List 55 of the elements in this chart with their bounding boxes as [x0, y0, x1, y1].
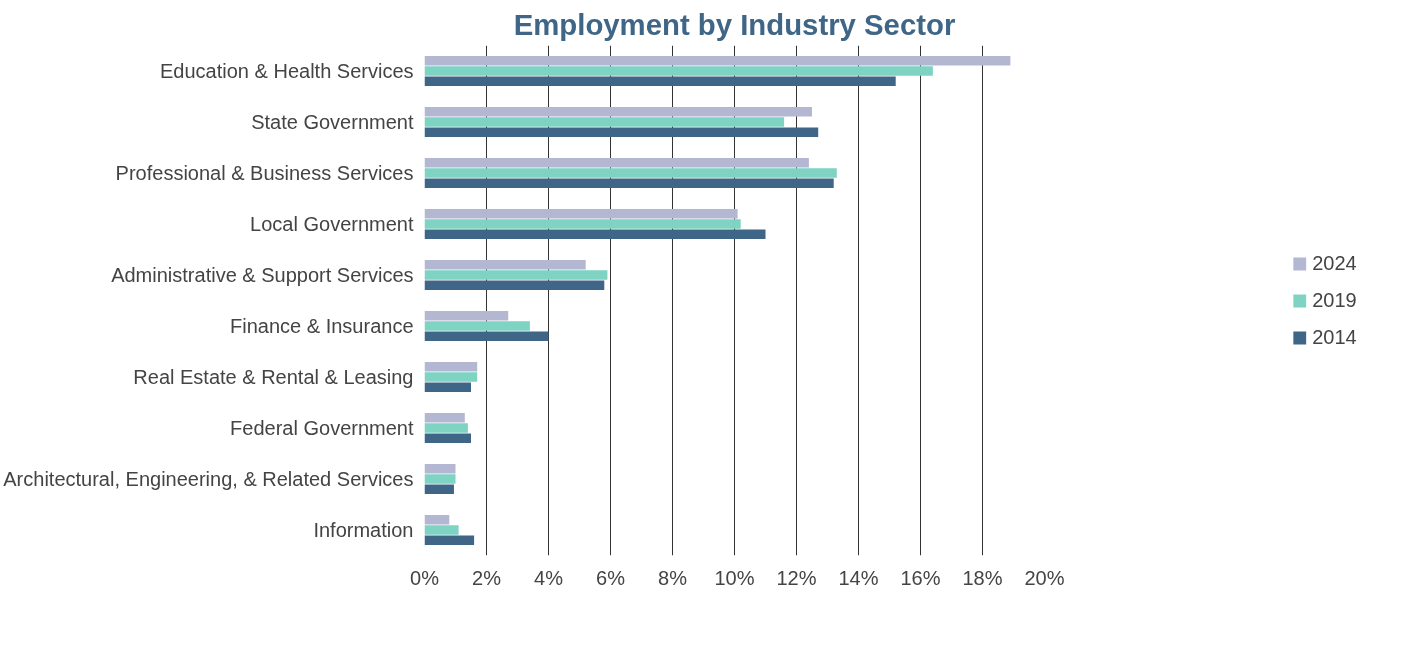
bar: [424, 158, 809, 168]
x-tick-label: 0%: [410, 566, 440, 589]
bar: [424, 331, 549, 341]
bar: [424, 270, 608, 280]
chart-title: Employment by Industry Sector: [513, 7, 956, 41]
bar: [424, 525, 459, 535]
y-tick-label: Professional & Business Services: [115, 162, 414, 184]
x-tick-label: 16%: [900, 566, 941, 589]
x-tick-label: 8%: [658, 566, 688, 589]
x-tick-label: 6%: [596, 566, 626, 589]
bar: [424, 535, 475, 545]
bar: [424, 209, 738, 219]
y-tick-label: Information: [313, 519, 414, 541]
bar: [424, 464, 456, 474]
bar: [424, 168, 837, 178]
bar: [424, 56, 1011, 66]
bar: [424, 423, 468, 433]
x-tick-label: 2%: [472, 566, 502, 589]
y-tick-label: Education & Health Services: [160, 60, 414, 82]
bar: [424, 127, 819, 137]
bar: [424, 311, 509, 321]
legend-label: 2019: [1312, 288, 1357, 312]
y-tick-label: Real Estate & Rental & Leasing: [133, 366, 414, 388]
y-tick-label: State Government: [251, 111, 414, 133]
bar: [424, 219, 741, 229]
y-tick-label: Federal Government: [230, 417, 414, 439]
x-tick-label: 14%: [838, 566, 879, 589]
y-tick-label: Administrative & Support Services: [111, 264, 414, 286]
legend-label: 2014: [1312, 325, 1357, 349]
bar: [424, 107, 812, 117]
bar: [424, 362, 478, 372]
bar: [424, 76, 896, 86]
bar: [424, 229, 766, 239]
bar: [424, 117, 785, 127]
x-tick-label: 4%: [534, 566, 564, 589]
x-tick-label: 10%: [714, 566, 755, 589]
bar: [424, 433, 471, 443]
bar: [424, 484, 454, 494]
x-tick-label: 20%: [1024, 566, 1065, 589]
bar: [424, 280, 605, 290]
bar: [424, 515, 450, 525]
bar: [424, 66, 933, 76]
bar: [424, 413, 465, 423]
y-tick-label: Finance & Insurance: [230, 315, 414, 337]
bar: [424, 372, 478, 382]
bar: [424, 474, 456, 484]
bar: [424, 178, 834, 188]
y-tick-label: Local Government: [250, 213, 414, 235]
bar: [424, 321, 530, 331]
y-tick-label: Architectural, Engineering, & Related Services: [3, 468, 414, 490]
x-tick-label: 12%: [776, 566, 817, 589]
bar: [424, 382, 471, 392]
x-tick-label: 18%: [962, 566, 1003, 589]
bar: [424, 260, 586, 270]
legend-label: 2024: [1312, 251, 1357, 275]
